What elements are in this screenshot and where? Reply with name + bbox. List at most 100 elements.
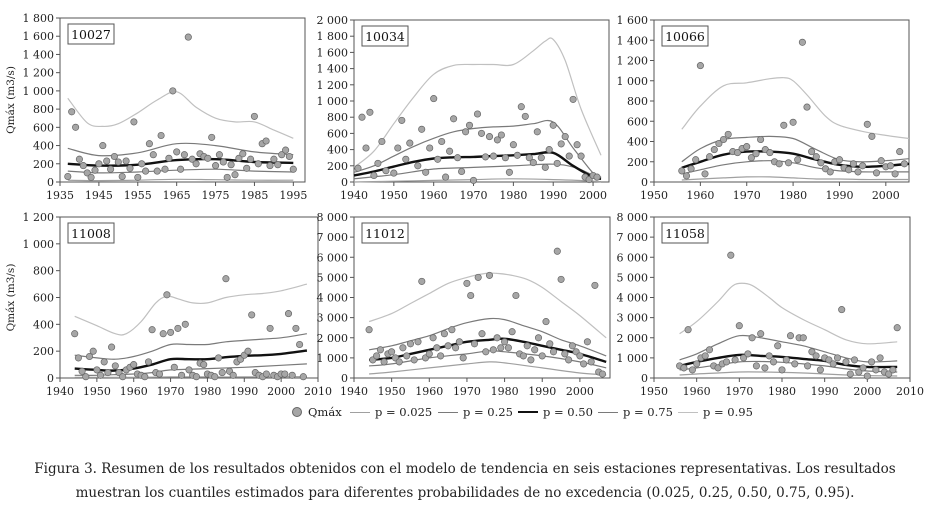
data-point — [185, 366, 193, 374]
data-point — [533, 128, 541, 136]
y-tick-label: 0 — [341, 372, 348, 385]
x-tick-label: 1970 — [725, 385, 753, 398]
data-point — [505, 168, 513, 176]
line-sample-icon — [518, 411, 538, 413]
y-tick-label: 1 200 — [23, 211, 55, 224]
figure-caption-line-2: muestran los cuantiles estimados para di… — [75, 485, 855, 501]
data-point — [418, 125, 426, 133]
x-tick-label: 1980 — [491, 385, 519, 398]
data-point — [227, 161, 235, 169]
x-tick-label: 1945 — [85, 189, 113, 202]
data-point — [184, 33, 192, 41]
data-point — [512, 291, 520, 300]
chart-panel-10034: 0 200 400 600 800 1 000 1 200 1 400 1 600 1 800 2 … — [317, 14, 610, 202]
y-tick-label: 5 000 — [317, 271, 349, 284]
data-point — [406, 139, 414, 147]
data-point — [876, 354, 884, 362]
data-point — [437, 352, 445, 360]
y-tick-label: 200 — [33, 158, 54, 171]
data-point — [181, 320, 189, 328]
data-point — [549, 121, 557, 129]
data-point — [808, 148, 816, 156]
data-point — [365, 326, 373, 334]
legend-label-observed: Qmáx — [308, 405, 342, 419]
data-point — [493, 334, 501, 342]
data-point — [497, 131, 505, 139]
x-tick-label: 2000 — [579, 189, 607, 202]
x-tick-label: 1940 — [340, 189, 368, 202]
data-point — [541, 163, 549, 171]
data-point — [682, 172, 691, 180]
data-point — [422, 168, 430, 176]
data-point — [79, 162, 87, 170]
chart-panel-11012: 0 1 000 2 000 3 000 4 000 5 000 6 000 7 000 8 00… — [317, 211, 611, 398]
quantile-line-095 — [74, 283, 308, 336]
line-sample-icon — [438, 411, 458, 413]
y-tick-label: 800 — [33, 103, 54, 116]
data-point — [248, 311, 256, 319]
data-point — [766, 149, 774, 157]
data-point — [138, 160, 146, 168]
data-point — [82, 373, 90, 381]
data-point — [219, 158, 227, 166]
data-point — [180, 151, 188, 159]
y-tick-label: 4 000 — [317, 292, 349, 305]
data-point — [678, 167, 686, 175]
data-point — [583, 338, 591, 346]
data-point — [714, 364, 722, 372]
y-tick-label: 2 000 — [617, 332, 649, 345]
station-label-box — [661, 25, 709, 47]
data-point — [710, 146, 718, 154]
data-point — [470, 340, 479, 348]
data-point — [538, 352, 546, 360]
data-point — [465, 121, 474, 129]
data-point — [826, 168, 834, 176]
x-tick-label: 2010 — [304, 385, 332, 398]
data-point — [96, 371, 105, 379]
data-point — [215, 151, 223, 159]
data-point — [517, 103, 525, 111]
x-tick-label: 1980 — [779, 189, 807, 202]
data-point — [546, 340, 554, 348]
legend-label-p025: p = 0.25 — [463, 405, 513, 419]
data-point — [284, 310, 293, 318]
data-point — [170, 363, 178, 371]
y-tick-label: 800 — [327, 111, 348, 124]
data-point — [438, 137, 446, 146]
data-point — [455, 338, 463, 346]
data-point — [780, 121, 788, 129]
y-tick-label: 0 — [641, 372, 648, 385]
data-point — [804, 362, 812, 370]
data-point — [501, 154, 509, 162]
x-tick-label: 2000 — [872, 189, 900, 202]
data-point — [144, 358, 153, 366]
data-point — [108, 343, 116, 351]
y-tick-label: 1 800 — [23, 12, 55, 25]
station-label-box — [361, 25, 409, 47]
data-point — [743, 143, 751, 151]
data-point — [204, 154, 212, 162]
data-point — [376, 346, 384, 354]
data-point — [74, 354, 82, 362]
y-tick-label: 600 — [33, 292, 54, 305]
data-point — [130, 118, 138, 126]
data-point — [735, 322, 743, 330]
data-point — [825, 356, 833, 364]
y-tick-label: 0 — [341, 176, 348, 189]
data-point — [789, 118, 797, 126]
data-point — [200, 361, 208, 369]
data-point — [212, 162, 220, 170]
data-point — [877, 157, 885, 165]
data-point — [418, 277, 426, 285]
data-point — [561, 133, 569, 141]
y-tick-label: 200 — [327, 160, 348, 173]
legend-label-p0025: p = 0.025 — [375, 405, 433, 419]
data-point — [798, 38, 806, 46]
data-point — [374, 159, 382, 167]
line-sample-icon — [598, 411, 618, 413]
data-point — [794, 156, 802, 164]
data-point — [591, 281, 599, 289]
data-point — [705, 346, 714, 354]
data-point — [266, 162, 274, 170]
data-point — [529, 159, 537, 167]
